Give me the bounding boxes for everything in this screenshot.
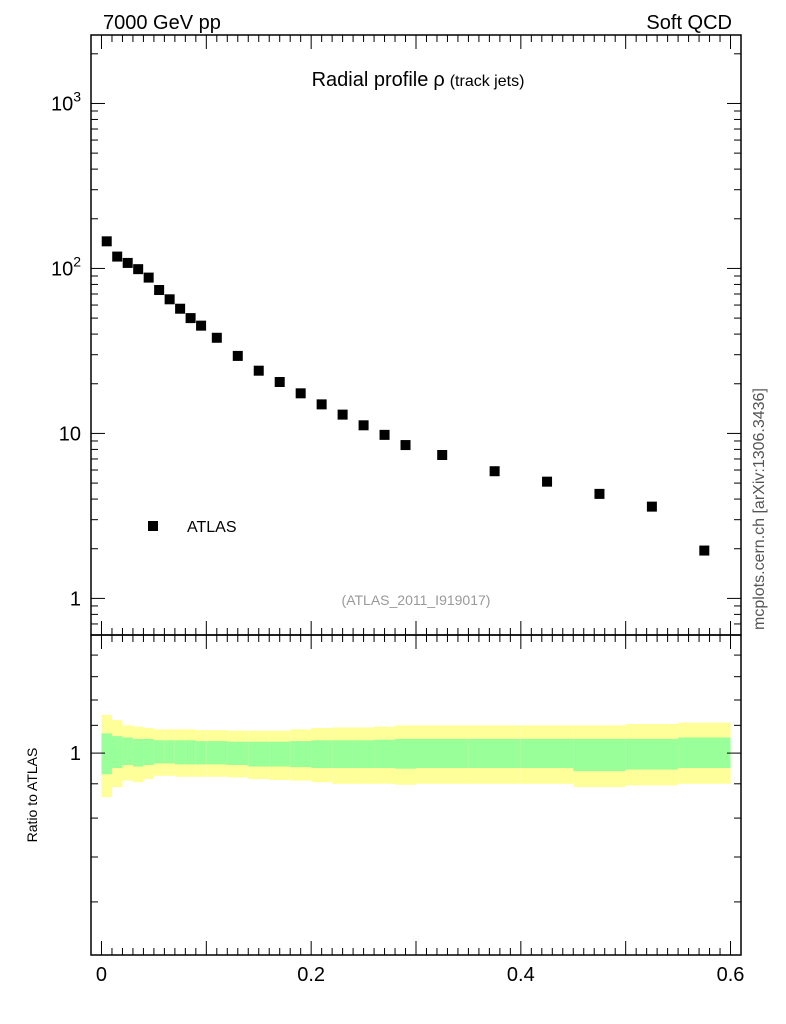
side-label: mcplots.cern.ch [arXiv:1306.3436] bbox=[751, 388, 768, 630]
ratio-band-inner bbox=[153, 740, 165, 764]
ratio-band-inner bbox=[143, 738, 154, 765]
ratio-band-inner bbox=[269, 741, 291, 767]
header-category: Soft QCD bbox=[646, 12, 732, 34]
data-point bbox=[274, 376, 285, 387]
data-point bbox=[253, 365, 264, 376]
ratio-band-inner bbox=[395, 738, 416, 769]
y-tick-label: 103 bbox=[51, 88, 81, 115]
main-plot-frame bbox=[90, 34, 742, 636]
data-point bbox=[337, 409, 348, 420]
data-point bbox=[211, 332, 222, 343]
ratio-band-inner bbox=[573, 738, 626, 772]
data-point bbox=[112, 251, 123, 262]
data-point bbox=[122, 257, 133, 268]
ratio-band-inner bbox=[248, 741, 270, 767]
ratio-band-inner bbox=[122, 737, 133, 765]
data-point bbox=[143, 272, 154, 283]
ratio-bands bbox=[101, 714, 731, 798]
ratio-band-inner bbox=[132, 738, 144, 767]
ratio-band-inner bbox=[332, 740, 354, 769]
ratio-band-inner bbox=[174, 740, 186, 765]
legend: ATLAS bbox=[148, 519, 237, 536]
data-point bbox=[358, 420, 369, 431]
chart-title: Radial profile ρ (track jets) bbox=[312, 69, 525, 91]
ratio-band-inner bbox=[101, 733, 112, 775]
data-point bbox=[101, 236, 112, 247]
y-tick-label: 1 bbox=[70, 588, 81, 610]
y-tick-label: 102 bbox=[51, 253, 81, 280]
header-energy: 7000 GeV pp bbox=[103, 12, 221, 34]
ratio-y-tick-label: 1 bbox=[70, 743, 81, 765]
data-point bbox=[379, 429, 390, 440]
data-point bbox=[154, 285, 165, 296]
x-tick-label: 0.2 bbox=[297, 964, 325, 986]
chart-title-symbol: ρ bbox=[433, 69, 444, 91]
data-point bbox=[133, 264, 144, 275]
ratio-band-inner bbox=[625, 738, 679, 770]
data-point bbox=[232, 350, 243, 361]
data-point bbox=[400, 440, 411, 451]
data-points bbox=[101, 236, 710, 556]
ratio-band-inner bbox=[416, 738, 469, 769]
ratio-band-inner bbox=[290, 741, 312, 768]
data-point bbox=[646, 501, 657, 512]
x-tick-label: 0 bbox=[96, 964, 107, 986]
ratio-band-inner bbox=[353, 740, 375, 769]
ratio-band-inner bbox=[227, 741, 249, 765]
y-tick-base: 10 bbox=[51, 258, 73, 280]
ratio-band-inner bbox=[374, 739, 396, 769]
chart-title-sub: (track jets) bbox=[450, 73, 525, 90]
ratio-band-inner bbox=[468, 738, 521, 769]
data-point bbox=[295, 388, 306, 399]
ratio-band-inner bbox=[678, 737, 731, 769]
ratio-axes: 1 0 0.2 0.4 0.6 bbox=[70, 634, 745, 986]
data-point bbox=[316, 399, 327, 410]
data-point bbox=[489, 466, 500, 477]
ratio-band-inner bbox=[206, 741, 228, 765]
data-point bbox=[175, 303, 186, 314]
chart-title-main: Radial profile bbox=[312, 69, 429, 91]
ratio-panel: 1 0 0.2 0.4 0.6 Ratio to ATLAS bbox=[24, 634, 745, 986]
ratio-plot-frame bbox=[90, 634, 742, 956]
x-tick-label: 0.4 bbox=[507, 964, 535, 986]
legend-marker-square bbox=[148, 521, 158, 531]
data-point bbox=[185, 313, 196, 324]
ratio-band-inner bbox=[311, 740, 333, 769]
data-point bbox=[437, 449, 448, 460]
ratio-band-inner bbox=[185, 740, 196, 765]
ratio-band-inner bbox=[520, 738, 574, 769]
data-point bbox=[594, 488, 605, 499]
data-point bbox=[542, 476, 553, 487]
analysis-label: (ATLAS_2011_I919017) bbox=[342, 592, 491, 608]
data-point bbox=[196, 320, 207, 331]
y-tick-exponent: 3 bbox=[73, 88, 81, 104]
ratio-band-inner bbox=[195, 741, 207, 765]
legend-label: ATLAS bbox=[187, 519, 237, 536]
data-point bbox=[164, 294, 175, 305]
y-tick-exponent: 2 bbox=[73, 253, 81, 269]
y-tick-base: 10 bbox=[51, 93, 73, 115]
ratio-band-inner bbox=[111, 736, 123, 769]
ratio-band-inner bbox=[164, 740, 175, 764]
ratio-y-label: Ratio to ATLAS bbox=[24, 748, 40, 843]
y-tick-label: 10 bbox=[59, 423, 81, 445]
data-point bbox=[699, 545, 710, 556]
x-tick-label: 0.6 bbox=[717, 964, 745, 986]
